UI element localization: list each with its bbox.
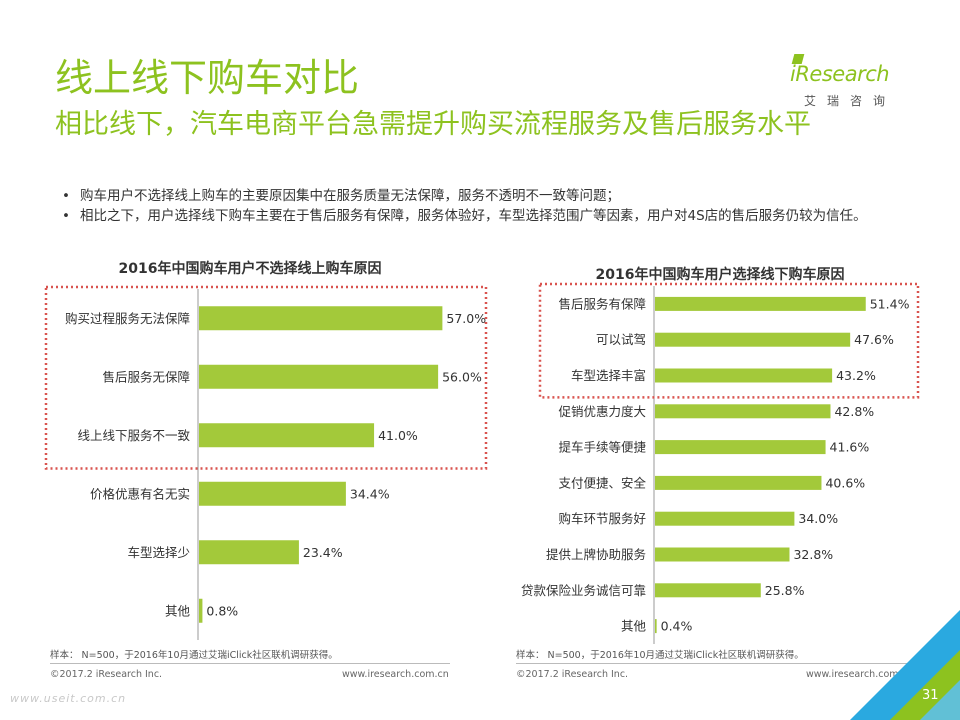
value-label: 25.8%	[765, 583, 805, 598]
bar	[655, 511, 795, 526]
category-label: 车型选择丰富	[571, 368, 646, 383]
highlight-box	[44, 285, 488, 470]
value-label: 42.8%	[834, 404, 874, 419]
value-label: 43.2%	[836, 368, 876, 383]
left-copyright: ©2017.2 iResearch Inc.	[50, 669, 163, 680]
page-title: 线上线下购车对比	[55, 56, 360, 100]
value-label: 40.6%	[825, 475, 865, 490]
category-label: 车型选择少	[127, 545, 190, 560]
watermark-text: www.useit.com.cn	[10, 692, 127, 705]
bar	[655, 296, 866, 311]
category-label: 提供上牌协助服务	[546, 547, 646, 562]
logo-chinese-name: 艾瑞咨询	[804, 94, 897, 108]
right-footer-divider	[516, 663, 916, 664]
value-label: 0.8%	[206, 603, 238, 618]
category-label: 提车手续等便捷	[558, 440, 646, 455]
category-label: 可以试驾	[596, 332, 646, 347]
bullet-item: • 购车用户不选择线上购车的主要原因集中在服务质量无法保障，服务不透明不一致等问题…	[58, 186, 918, 206]
bullet-text: 相比之下，用户选择线下购车主要在于售后服务有保障，服务体验好，车型选择范围广等因…	[80, 208, 867, 224]
category-label: 购车环节服务好	[558, 511, 646, 526]
right-chart-title: 2016年中国购车用户选择线下购车原因	[595, 267, 845, 283]
right-copyright: ©2017.2 iResearch Inc.	[516, 669, 629, 680]
bar	[199, 364, 439, 389]
summary-bullets: • 购车用户不选择线上购车的主要原因集中在服务质量无法保障，服务不透明不一致等问题…	[58, 186, 918, 226]
bar	[655, 368, 833, 383]
bar	[655, 440, 826, 455]
value-label: 23.4%	[303, 545, 343, 560]
category-label: 售后服务有保障	[558, 296, 646, 311]
left-footer-divider	[50, 663, 450, 664]
bar	[199, 540, 299, 565]
bar	[655, 583, 761, 598]
bar	[199, 598, 203, 623]
left-chart-title: 2016年中国购车用户不选择线上购车原因	[118, 261, 382, 277]
category-label: 售后服务无保障	[102, 369, 190, 384]
bullet-item: • 相比之下，用户选择线下购车主要在于售后服务有保障，服务体验好，车型选择范围广等…	[58, 206, 918, 226]
category-label: 其他	[621, 619, 647, 634]
value-label: 41.6%	[830, 440, 870, 455]
right-site-url: www.iresearch.com.cn	[806, 669, 913, 680]
value-label: 47.6%	[854, 332, 894, 347]
iresearch-logo: iResearch 艾瑞咨询	[790, 52, 912, 114]
highlight-box	[538, 282, 920, 399]
left-sample-note: 样本： N=500，于2016年10月通过艾瑞iClick社区联机调研获得。	[50, 650, 338, 661]
bar	[199, 481, 346, 506]
corner-decoration-icon	[850, 610, 960, 720]
page-number: 31	[922, 688, 939, 703]
bullet-dot-icon: •	[62, 188, 70, 204]
value-label: 57.0%	[446, 311, 486, 326]
page-subtitle: 相比线下，汽车电商平台急需提升购买流程服务及售后服务水平	[55, 109, 811, 140]
category-label: 支付便捷、安全	[558, 475, 646, 490]
bullet-text: 购车用户不选择线上购车的主要原因集中在服务质量无法保障，服务不透明不一致等问题；	[80, 188, 620, 204]
value-label: 34.0%	[798, 511, 838, 526]
bar	[199, 306, 443, 331]
right-sample-note: 样本： N=500，于2016年10月通过艾瑞iClick社区联机调研获得。	[516, 650, 804, 661]
category-label: 贷款保险业务诚信可靠	[521, 583, 646, 598]
category-label: 价格优惠有名无实	[90, 486, 190, 501]
bar	[655, 332, 851, 347]
left-bar-chart: 购买过程服务无法保障 57.0% 售后服务无保障 56.0% 线上线下服务不一致 41.0…	[44, 285, 488, 640]
value-label: 51.4%	[870, 296, 910, 311]
category-label: 购买过程服务无法保障	[65, 311, 190, 326]
category-label: 促销优惠力度大	[558, 404, 646, 419]
left-site-url: www.iresearch.com.cn	[342, 669, 449, 680]
value-label: 56.0%	[442, 369, 482, 384]
bullet-dot-icon: •	[62, 208, 70, 224]
category-label: 其他	[165, 603, 191, 618]
bar	[655, 619, 657, 634]
value-label: 32.8%	[793, 547, 833, 562]
bar	[655, 475, 822, 490]
bar	[655, 547, 790, 562]
category-label: 线上线下服务不一致	[77, 428, 190, 443]
value-label: 0.4%	[661, 619, 693, 634]
right-bar-chart: 售后服务有保障 51.4% 可以试驾 47.6% 车型选择丰富 43.2% 促销优惠力度大 4…	[521, 282, 920, 644]
bar	[199, 423, 375, 448]
value-label: 41.0%	[378, 428, 418, 443]
value-label: 34.4%	[350, 486, 390, 501]
logo-wordmark: iResearch	[790, 62, 890, 86]
bar	[655, 404, 831, 419]
